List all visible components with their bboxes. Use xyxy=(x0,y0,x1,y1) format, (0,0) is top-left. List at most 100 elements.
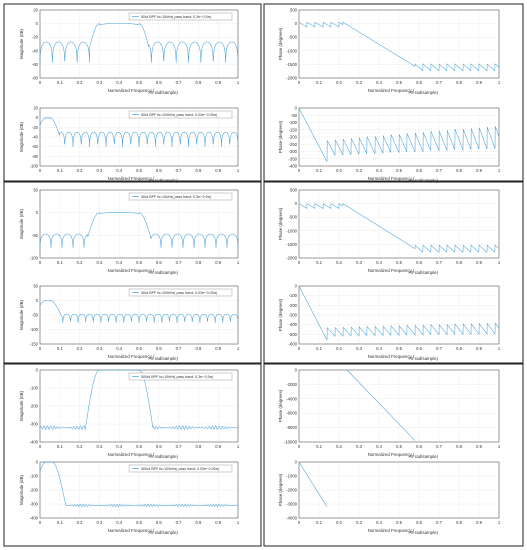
x-tick-label: 0.3 xyxy=(96,260,102,265)
x-tick-label: 0.5 xyxy=(396,260,402,265)
y-tick-label: -100 xyxy=(30,386,39,391)
y-tick-label: 0 xyxy=(295,201,298,206)
y-tick-label: -500 xyxy=(289,35,298,40)
x-tick-label: 0.2 xyxy=(336,520,342,525)
x-tick-label: 0.6 xyxy=(416,260,422,265)
x-tick-label: 0.1 xyxy=(57,168,63,173)
y-tick-label: -8000 xyxy=(286,425,297,430)
y-tick-label: -100 xyxy=(30,327,39,332)
y-tick-label: -4000 xyxy=(286,396,297,401)
y-tick-label: -200 xyxy=(289,303,298,308)
x-axis-label-unit: ×π rad/sample) xyxy=(148,90,179,95)
y-axis-label: Phase (degrees) xyxy=(278,298,283,331)
legend-box xyxy=(128,12,233,21)
x-tick-label: 0.6 xyxy=(156,444,162,449)
x-tick-label: 0.8 xyxy=(195,520,201,525)
x-tick-label: 0.6 xyxy=(416,346,422,351)
y-tick-label: -300 xyxy=(289,149,298,154)
y-tick-label: -100 xyxy=(30,474,39,479)
x-tick-label: 0.5 xyxy=(396,444,402,449)
y-tick-label: -10000 xyxy=(284,440,298,445)
y-tick-label: -2000 xyxy=(286,76,297,81)
series-line xyxy=(298,21,500,72)
x-tick-label: 0.5 xyxy=(136,346,142,351)
y-tick-label: -500 xyxy=(289,332,298,337)
x-tick-label: 0.3 xyxy=(356,168,362,173)
x-axis-label: Normalized Frequency ( xyxy=(108,176,155,181)
x-tick-label: 0.8 xyxy=(456,444,462,449)
x-tick-label: 0.8 xyxy=(195,444,201,449)
x-tick-label: 0.8 xyxy=(195,168,201,173)
y-tick-label: -40 xyxy=(32,135,39,140)
y-tick-label: -20 xyxy=(32,35,39,40)
legend-entry: 500rd BPF fs=10kHz( pass band: 0.3π~0.5π… xyxy=(141,375,213,379)
x-tick-label: 0 xyxy=(298,520,301,525)
x-tick-label: 0.5 xyxy=(136,520,142,525)
y-tick-label: 0 xyxy=(295,21,298,26)
x-tick-label: 0.8 xyxy=(456,520,462,525)
chart-panel-top-left-phase: 0 0.1 0.2 0.3 0.4 0.5 0.6 0.7 0.8 0.9 1 500 0 -500 -10… xyxy=(278,8,501,96)
x-tick-label: 0 xyxy=(39,260,42,265)
x-axis-label: Normalized Frequency ( xyxy=(108,452,155,457)
x-tick-label: 0.9 xyxy=(476,520,482,525)
y-tick-label: 500 xyxy=(290,188,298,193)
y-tick-label: -50 xyxy=(32,313,39,318)
x-tick-label: 0.5 xyxy=(396,346,402,351)
x-axis-label: Normalized Frequency ( xyxy=(368,452,415,457)
y-tick-label: -400 xyxy=(30,440,39,445)
x-tick-label: 0.3 xyxy=(356,80,362,85)
x-tick-label: 0.8 xyxy=(456,168,462,173)
x-axis-label: Normalized Frequency ( xyxy=(368,528,415,533)
y-tick-label: 0 xyxy=(36,368,39,373)
y-tick-label: -400 xyxy=(289,322,298,327)
x-tick-label: 0.6 xyxy=(416,80,422,85)
x-axis-label-unit: ×π rad/sample) xyxy=(148,356,179,361)
y-tick-label: 500 xyxy=(290,8,298,13)
x-tick-label: 0.4 xyxy=(116,346,122,351)
x-axis-label: Normalized Frequency ( xyxy=(368,268,415,273)
x-tick-label: 0.9 xyxy=(215,260,221,265)
x-tick-label: 0.5 xyxy=(136,168,142,173)
y-tick-label: -1000 xyxy=(286,228,297,233)
legend-entry: 50rd BPF fs=10kHz( pass band: 0.3π~0.5π) xyxy=(141,195,211,199)
x-tick-label: 0.9 xyxy=(476,168,482,173)
x-tick-label: 0 xyxy=(298,168,301,173)
x-tick-label: 0.4 xyxy=(116,168,122,173)
x-tick-label: 0.6 xyxy=(416,168,422,173)
x-tick-label: 0.1 xyxy=(316,346,322,351)
x-axis-label: Normalized Frequency ( xyxy=(368,88,415,93)
x-tick-label: 0.9 xyxy=(215,520,221,525)
x-tick-label: 0.3 xyxy=(356,520,362,525)
y-tick-label: -400 xyxy=(289,164,298,169)
series-line xyxy=(39,461,239,507)
y-tick-label: -300 xyxy=(30,502,39,507)
x-tick-label: 1 xyxy=(237,80,240,85)
legend-box xyxy=(128,192,233,201)
y-tick-label: -100 xyxy=(289,293,298,298)
x-tick-label: 0.8 xyxy=(195,80,201,85)
chart-panel-top-right-phase: 0 0.1 0.2 0.3 0.4 0.5 0.6 0.7 0.8 0.9 1 0 -50 -100 -15… xyxy=(278,106,501,184)
x-tick-label: 0.6 xyxy=(156,80,162,85)
y-tick-label: -1000 xyxy=(286,48,297,53)
x-tick-label: 0.6 xyxy=(156,260,162,265)
x-axis-label: Normalized Frequency ( xyxy=(368,354,415,359)
x-tick-label: 0.4 xyxy=(376,260,382,265)
x-tick-label: 0.1 xyxy=(57,520,63,525)
chart-panel-top-left-magnitude: 0 0.1 0.2 0.3 0.4 0.5 0.6 0.7 0.8 0.9 1 20 0 -20 -40 -6… xyxy=(19,8,240,96)
x-axis-label-unit: ×π rad/sample) xyxy=(148,454,179,459)
x-tick-label: 0.3 xyxy=(96,80,102,85)
y-tick-label: -100 xyxy=(289,120,298,125)
x-tick-label: 0 xyxy=(39,168,42,173)
legend-entry: 50rd BPF fs=100kHz( pass band: 0.03π~0.0… xyxy=(141,291,217,295)
x-tick-label: 0.3 xyxy=(356,260,362,265)
y-tick-label: -4000 xyxy=(286,516,297,521)
y-tick-label: -2000 xyxy=(286,256,297,261)
x-tick-label: 1 xyxy=(498,444,501,449)
y-tick-label: -200 xyxy=(30,488,39,493)
x-tick-label: 0 xyxy=(298,444,301,449)
x-axis-label: Normalized Frequency ( xyxy=(108,528,155,533)
x-tick-label: 0.2 xyxy=(77,346,83,351)
x-tick-label: 0.8 xyxy=(456,80,462,85)
x-tick-label: 1 xyxy=(498,346,501,351)
x-tick-label: 0.9 xyxy=(476,260,482,265)
